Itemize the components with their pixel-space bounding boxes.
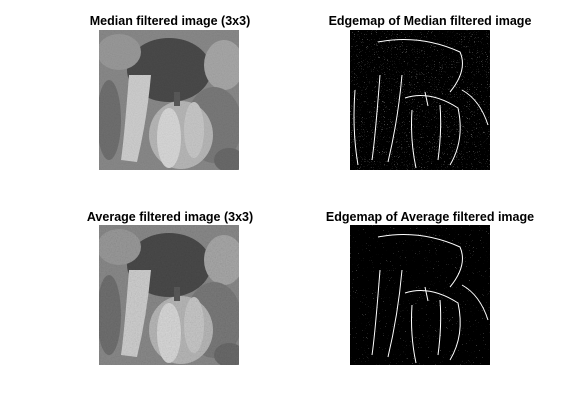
median-edgemap-title: Edgemap of Median filtered image: [328, 14, 532, 28]
median-edgemap-image: [350, 30, 490, 170]
median-filtered-title: Median filtered image (3x3): [89, 14, 251, 28]
average-filtered-image: [99, 225, 239, 365]
average-edgemap-title: Edgemap of Average filtered image: [325, 210, 535, 224]
average-edgemap-image: [350, 225, 490, 365]
average-filtered-title: Average filtered image (3x3): [86, 210, 254, 224]
edgemap-average: [350, 225, 490, 365]
peppers-photo-average: [99, 225, 239, 365]
peppers-photo-median: [99, 30, 239, 170]
edgemap-median: [350, 30, 490, 170]
median-filtered-image: [99, 30, 239, 170]
